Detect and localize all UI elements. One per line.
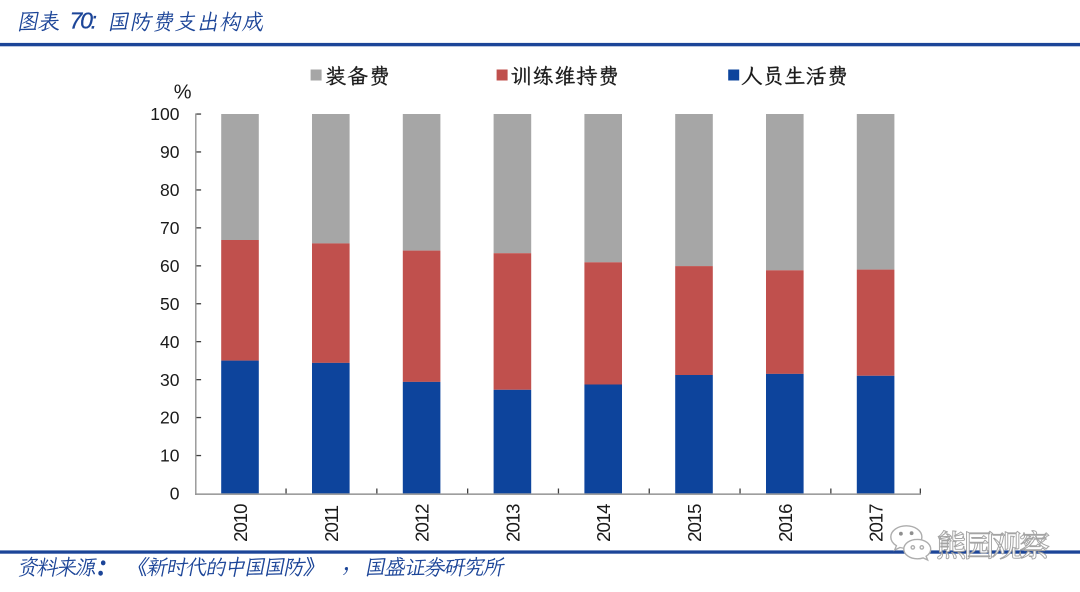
svg-text:2016: 2016 (775, 504, 796, 542)
svg-text:2015: 2015 (684, 504, 705, 542)
svg-text:60: 60 (160, 256, 180, 276)
svg-text:70:: 70: (70, 7, 97, 33)
svg-text:40: 40 (160, 332, 180, 352)
svg-text:2012: 2012 (412, 504, 433, 542)
svg-text:2010: 2010 (230, 504, 251, 542)
svg-text:100: 100 (150, 104, 179, 124)
svg-text:90: 90 (160, 142, 180, 162)
svg-text:50: 50 (160, 294, 180, 314)
svg-text:10: 10 (160, 446, 180, 466)
svg-text:70: 70 (160, 218, 180, 238)
svg-text:80: 80 (160, 180, 180, 200)
svg-text:2013: 2013 (502, 504, 523, 542)
svg-text:30: 30 (160, 370, 180, 390)
svg-text:0: 0 (170, 484, 180, 504)
svg-text:2017: 2017 (866, 504, 887, 542)
svg-text:20: 20 (160, 408, 180, 428)
svg-text:2014: 2014 (593, 504, 614, 542)
svg-text:%: % (174, 82, 192, 104)
svg-text:2011: 2011 (321, 505, 342, 542)
